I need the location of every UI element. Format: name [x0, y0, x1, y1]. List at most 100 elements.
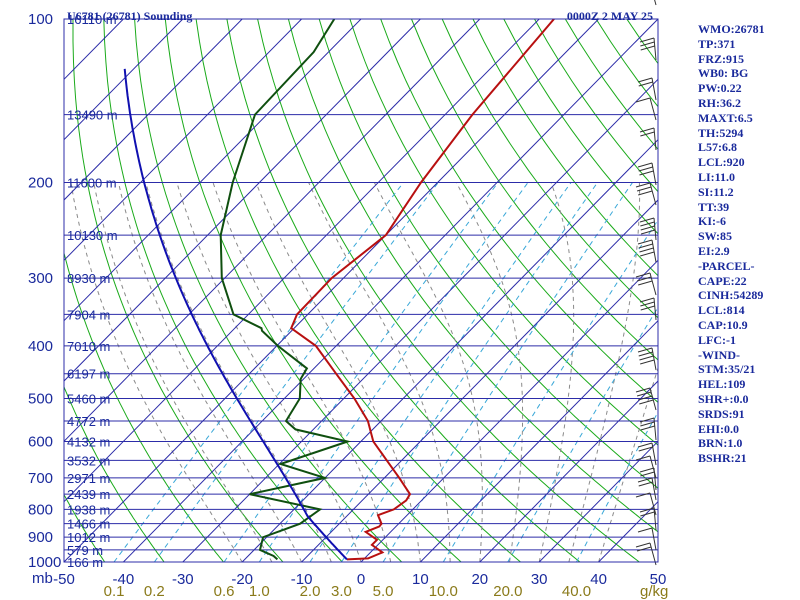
index-item: CINH:54289	[698, 288, 764, 303]
index-item: PW:0.22	[698, 81, 742, 96]
height-label: 8930 m	[67, 271, 110, 286]
index-item: -PARCEL-	[698, 258, 755, 273]
moist-adiabat	[93, 182, 273, 562]
index-item: EI:2.9	[698, 243, 730, 258]
wind-barb	[635, 182, 657, 206]
pressure-tick-label: 600	[28, 434, 53, 451]
index-item: LI:11.0	[698, 169, 736, 184]
wind-barb	[637, 527, 657, 551]
wind-barb	[654, 0, 657, 6]
index-item: -WIND-	[698, 347, 740, 362]
temperature-tick-label: -20	[231, 571, 253, 588]
dry-adiabat	[195, 19, 521, 562]
wind-barb	[635, 492, 657, 516]
dry-adiabat	[318, 19, 658, 489]
index-item: SRDS:91	[698, 406, 745, 421]
mixing-ratio-tick-label: 0.2	[144, 583, 165, 600]
dewpoint-profile	[219, 19, 352, 561]
index-item: MAXT:6.5	[698, 110, 753, 125]
mixing-ratio-tick-label: 5.0	[373, 583, 394, 600]
isotherm	[301, 199, 658, 562]
wind-barb	[635, 542, 657, 566]
index-item: BRN:1.0	[698, 436, 743, 451]
index-item: RH:36.2	[698, 95, 741, 110]
index-item: FRZ:915	[698, 51, 744, 66]
temperature-tick-label: -50	[53, 571, 75, 588]
height-label: 5460 m	[67, 392, 110, 407]
wind-barb	[635, 272, 657, 296]
isotherm	[538, 440, 658, 562]
isotherm	[64, 19, 243, 201]
isotherm	[123, 19, 658, 562]
mixing-ratio-line	[442, 219, 658, 562]
temperature-tick-label: -40	[113, 571, 135, 588]
height-label: 3532 m	[67, 453, 110, 468]
wind-barb	[637, 239, 657, 263]
chart-title: U6781 (26781) Sounding	[67, 9, 192, 23]
wind-barb	[637, 77, 657, 101]
pressure-tick-label: 400	[28, 338, 53, 355]
temperature-tick-label: 20	[471, 571, 488, 588]
index-item: LFC:-1	[698, 332, 736, 347]
wind-barb	[635, 387, 657, 411]
mixing-ratio-tick-label: 2.0	[300, 583, 321, 600]
mixing-ratio-tick-label: 20.0	[493, 583, 522, 600]
index-item: TP:371	[698, 36, 736, 51]
height-label: 11600 m	[67, 175, 117, 190]
plot-frame	[63, 18, 659, 563]
temperature-tick-label: 40	[590, 571, 607, 588]
pressure-tick-label: 700	[28, 470, 53, 487]
temperature-profile	[289, 19, 555, 561]
mixing-ratio-unit-label: g/kg	[640, 583, 668, 600]
index-item: SW:85	[698, 229, 733, 244]
pressure-tick-label: 500	[28, 391, 53, 408]
index-item: LCL:814	[698, 303, 745, 318]
isotherm	[479, 380, 658, 562]
profile-series	[123, 19, 555, 561]
mixing-ratio-lines	[113, 182, 658, 562]
wind-barb	[639, 417, 657, 441]
isotherms	[64, 19, 658, 562]
temperature-tick-label: 10	[412, 571, 429, 588]
mixing-ratio-tick-label: 0.6	[214, 583, 235, 600]
height-label: 6197 m	[67, 367, 110, 382]
index-item: BSHR:21	[698, 451, 747, 466]
mixing-ratio-tick-label: 3.0	[331, 583, 352, 600]
height-label: 7010 m	[67, 339, 110, 354]
mixing-ratio-line	[382, 182, 633, 562]
moist-adiabat	[598, 366, 658, 562]
height-label: 579 m	[67, 543, 103, 558]
height-label: 4132 m	[67, 435, 110, 450]
valid-time: 0000Z 2 MAY 25	[567, 9, 653, 23]
isotherm	[64, 19, 184, 141]
wind-barb	[637, 162, 657, 186]
parcel-profile	[123, 68, 348, 561]
index-item: WB0: BG	[698, 66, 749, 81]
wind-barb	[637, 347, 657, 371]
height-label: 13490 m	[67, 108, 118, 123]
isotherm	[64, 19, 302, 262]
height-label: 166 m	[67, 555, 103, 570]
wind-barb	[639, 297, 657, 321]
mixing-ratio-tick-label: 10.0	[429, 583, 458, 600]
moist-adiabat	[568, 182, 641, 562]
temperature-tick-label: -30	[172, 571, 194, 588]
isotherm	[241, 138, 658, 562]
index-item: CAP:10.9	[698, 317, 748, 332]
pressure-unit-label: mb	[32, 570, 53, 587]
pressure-tick-label: 900	[28, 529, 53, 546]
pressure-tick-label: 800	[28, 501, 53, 518]
temperature-tick-label: 0	[357, 571, 365, 588]
isotherm	[64, 19, 599, 562]
wind-barb	[639, 507, 657, 531]
wind-barb	[639, 127, 657, 151]
temperature-tick-label: 30	[531, 571, 548, 588]
temperature-tick-label: 50	[650, 571, 667, 588]
height-label: 4772 m	[67, 414, 110, 429]
mixing-ratio-line	[223, 182, 499, 562]
index-item: TT:39	[698, 199, 730, 214]
index-item: STM:35/21	[698, 362, 756, 377]
index-item: WMO:26781	[698, 22, 765, 36]
